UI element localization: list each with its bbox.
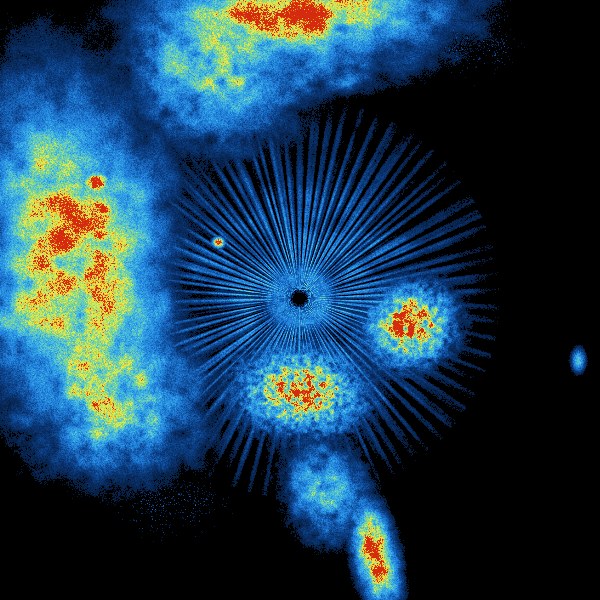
radar-reflectivity-canvas <box>0 0 600 600</box>
radar-image-container <box>0 0 600 600</box>
